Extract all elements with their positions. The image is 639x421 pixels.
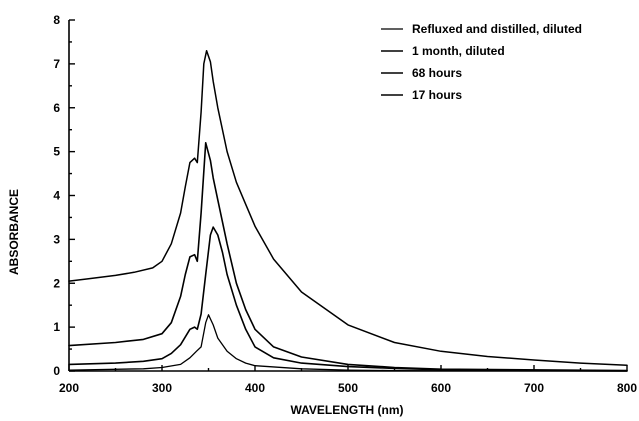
y-axis-title: ABSORBANCE — [7, 189, 21, 275]
y-tick-label: 4 — [53, 189, 60, 203]
y-tick-label: 2 — [53, 276, 60, 290]
y-tick-label: 8 — [53, 13, 60, 27]
x-axis-title: WAVELENGTH (nm) — [290, 403, 403, 417]
x-tick-label: 600 — [431, 381, 451, 395]
series-line-1 — [68, 314, 628, 372]
y-tick-label: 5 — [53, 145, 60, 159]
series-line-2 — [68, 226, 628, 372]
legend-label: Refluxed and distilled, diluted — [412, 22, 582, 36]
series-lines — [68, 49, 628, 372]
y-tick-label: 0 — [53, 364, 60, 378]
axes: 0 1 2 3 4 5 6 7 8 200 300 400 500 600 700 800 — [53, 13, 637, 395]
legend: Refluxed and distilled, diluted 1 month, … — [381, 22, 582, 102]
y-tick-label: 6 — [53, 101, 60, 115]
x-tick-label: 200 — [59, 381, 79, 395]
y-tick-label: 1 — [53, 320, 60, 334]
x-tick-label: 400 — [245, 381, 265, 395]
y-tick-label: 3 — [53, 232, 60, 246]
legend-label: 17 hours — [412, 88, 462, 102]
legend-label: 68 hours — [412, 66, 462, 80]
series-line-3 — [68, 142, 628, 372]
x-tick-label: 800 — [617, 381, 637, 395]
x-tick-label: 500 — [338, 381, 358, 395]
series-line-4 — [68, 49, 628, 367]
y-tick-label: 7 — [53, 57, 60, 71]
x-tick-label: 300 — [152, 381, 172, 395]
legend-label: 1 month, diluted — [412, 44, 505, 58]
x-tick-label: 700 — [524, 381, 544, 395]
